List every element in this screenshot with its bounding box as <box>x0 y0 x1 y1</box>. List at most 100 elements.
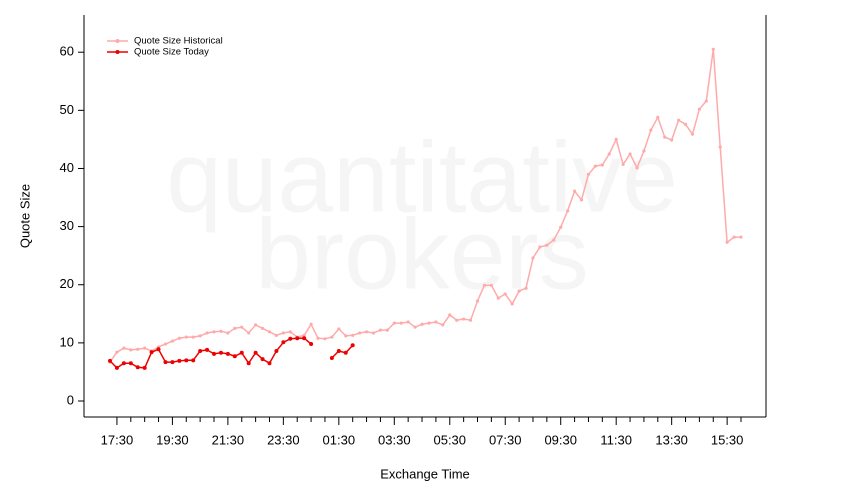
point <box>704 99 708 103</box>
point <box>121 361 126 366</box>
point <box>531 256 535 260</box>
x-tick-label: 21:30 <box>212 432 245 447</box>
point <box>593 164 597 168</box>
point <box>656 115 660 119</box>
x-tick-label: 03:30 <box>378 432 411 447</box>
point <box>337 327 341 331</box>
point <box>344 334 348 338</box>
point <box>559 225 563 229</box>
point <box>136 347 140 351</box>
point <box>177 358 182 363</box>
point <box>254 323 258 327</box>
y-tick-label: 30 <box>60 218 74 233</box>
point <box>267 361 272 366</box>
point <box>156 347 161 352</box>
point <box>739 235 743 239</box>
point <box>142 365 147 370</box>
point <box>607 152 611 156</box>
point <box>600 163 604 167</box>
point <box>676 118 681 122</box>
point <box>212 330 216 334</box>
point <box>510 302 514 306</box>
point <box>253 350 258 355</box>
point <box>246 361 251 366</box>
point <box>385 328 389 332</box>
point <box>323 337 327 341</box>
point <box>427 321 431 325</box>
point <box>566 209 570 213</box>
watermark: quantitative <box>166 121 677 233</box>
point <box>552 238 556 242</box>
point <box>628 152 632 156</box>
point <box>198 349 203 354</box>
point <box>579 198 584 202</box>
point <box>420 322 424 326</box>
point <box>364 330 369 334</box>
point <box>191 358 196 363</box>
point <box>697 107 701 111</box>
point <box>351 333 355 337</box>
point <box>288 330 292 334</box>
point <box>260 326 265 330</box>
point <box>267 330 272 334</box>
point <box>482 283 487 287</box>
x-tick-label: 05:30 <box>433 432 466 447</box>
point <box>683 122 688 126</box>
x-tick-label: 19:30 <box>156 432 189 447</box>
point <box>115 350 119 354</box>
point <box>205 347 210 352</box>
point <box>240 325 244 329</box>
x-tick-label: 15:30 <box>711 432 744 447</box>
point <box>670 138 674 142</box>
point <box>316 336 320 340</box>
point <box>413 325 417 329</box>
point <box>614 137 618 142</box>
point <box>281 331 285 335</box>
point <box>260 357 265 362</box>
point <box>170 360 175 365</box>
point <box>198 334 202 338</box>
point <box>455 318 459 322</box>
point <box>170 339 175 343</box>
point <box>274 333 279 337</box>
y-tick-label: 20 <box>60 276 74 291</box>
legend-label: Quote Size Today <box>134 47 209 58</box>
point <box>663 135 667 139</box>
point <box>135 365 140 370</box>
point <box>441 323 445 327</box>
point <box>642 149 646 153</box>
point <box>711 47 715 51</box>
x-tick-label: 13:30 <box>655 432 688 447</box>
point <box>114 365 119 370</box>
legend-marker <box>115 39 120 43</box>
point <box>538 245 542 249</box>
point <box>371 331 376 335</box>
point <box>226 331 230 335</box>
point <box>718 145 722 149</box>
legend-marker <box>115 50 120 54</box>
x-tick-label: 17:30 <box>101 432 134 447</box>
point <box>330 335 334 339</box>
point <box>406 320 410 324</box>
point <box>225 351 230 356</box>
point <box>468 318 473 322</box>
legend-label: Quote Size Historical <box>134 36 223 47</box>
point <box>378 328 383 332</box>
point <box>358 331 362 335</box>
point <box>475 299 480 303</box>
x-tick-label: 09:30 <box>544 432 577 447</box>
point <box>108 358 112 363</box>
x-tick-label: 01:30 <box>323 432 356 447</box>
point <box>572 189 577 193</box>
point <box>725 240 729 244</box>
point <box>489 283 493 287</box>
point <box>122 346 126 350</box>
point <box>163 360 168 365</box>
point <box>302 336 307 341</box>
point <box>621 162 625 167</box>
point <box>496 296 500 300</box>
point <box>218 350 223 355</box>
point <box>212 351 217 356</box>
y-tick-label: 10 <box>60 334 74 349</box>
